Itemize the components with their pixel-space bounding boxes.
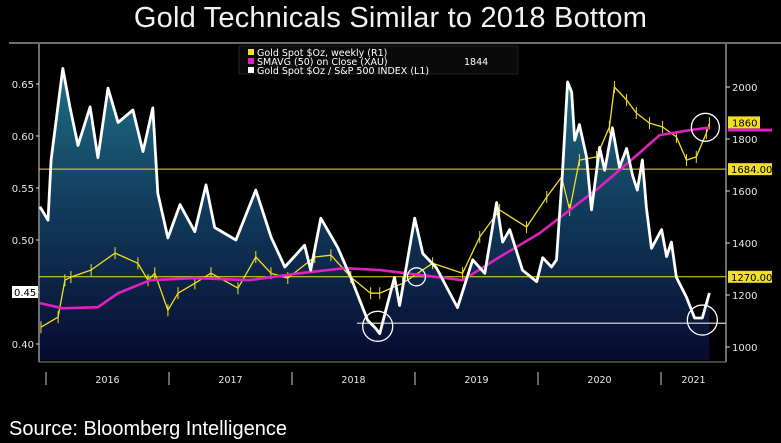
legend: Gold Spot $Oz, weekly (R1) SMAVG (50) on… (238, 45, 519, 77)
ratio-last-value-tag-bg (12, 286, 38, 298)
reference-tag-bg (728, 270, 772, 283)
annotation-circle (686, 304, 718, 336)
chart-title: Gold Technicals Similar to 2018 Bottom (133, 2, 648, 34)
year-label: 2019 (464, 375, 488, 386)
reference-tag-label: 1270.00 (731, 273, 772, 284)
legend-label-smavg: SMAVG (50) on Close (XAU) (257, 57, 388, 68)
annotation-circle (406, 267, 427, 287)
source-note: Source: Bloomberg Intelligence (9, 418, 287, 440)
reference-tag-bg (728, 163, 772, 176)
annotation-circle (690, 112, 721, 142)
legend-label-gold: Gold Spot $Oz, weekly (R1) (257, 48, 387, 59)
left-tick-label: 0.65 (12, 80, 34, 91)
year-label: 2017 (218, 375, 242, 386)
reference-lines (39, 168, 726, 324)
year-label: 2018 (341, 375, 365, 386)
annotation-circle (362, 310, 394, 342)
right-tick-label: 1400 (732, 239, 757, 250)
legend-label-ratio: Gold Spot $Oz / S&P 500 INDEX (L1) (257, 66, 429, 77)
value-tags: 1684.00 1270.00 1860 0.45 (12, 116, 772, 299)
axes: 0.40 0.50 0.55 0.60 0.65 1000 1200 1400 1600 1800… (12, 44, 757, 386)
right-tick-label: 1800 (732, 135, 757, 146)
ratio-area-fill (39, 68, 710, 361)
year-label: 2021 (681, 375, 705, 386)
legend-swatch-gold (248, 49, 254, 55)
ratio-last-value-tag-label: 0.45 (14, 288, 36, 299)
series-layer (38, 67, 711, 335)
left-tick-label: 0.40 (12, 340, 34, 351)
annotations (362, 112, 721, 342)
last-value-tag-bg (728, 116, 760, 129)
ratio-area-layer (39, 44, 726, 361)
year-label: 2020 (587, 375, 611, 386)
reference-tag-label: 1684.00 (731, 165, 772, 176)
year-label: 2016 (95, 375, 119, 386)
right-tick-label: 2000 (732, 83, 757, 94)
last-value-tag-label: 1860 (732, 118, 757, 129)
right-tick-label: 1000 (732, 343, 757, 354)
right-tick-label: 1600 (732, 187, 757, 198)
gold-sp500-ratio-line (38, 67, 711, 335)
legend-value-smavg: 1844 (464, 57, 488, 68)
left-tick-label: 0.55 (12, 184, 34, 195)
smavg-last-value-tag (728, 128, 772, 132)
left-tick-label: 0.50 (12, 236, 34, 247)
left-tick-label: 0.60 (12, 132, 34, 143)
legend-swatch-ratio (248, 67, 254, 73)
legend-swatch-smavg (248, 58, 254, 64)
right-tick-label: 1200 (732, 291, 757, 302)
smavg-50-line (39, 126, 710, 310)
